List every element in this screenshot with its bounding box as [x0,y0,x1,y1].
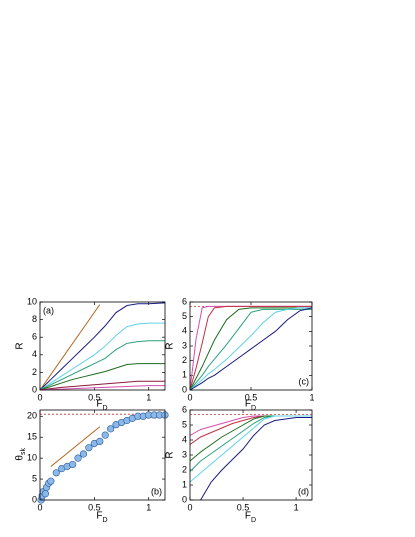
x-tick-label: 0 [187,502,192,512]
point [107,425,115,433]
y-tick-label: 2 [182,464,187,474]
curve [189,307,313,391]
panel-label: (b) [151,486,162,496]
x-tick-label: 0.5 [88,392,101,402]
y-axis-label: R [165,342,176,349]
plot-frame [189,409,313,501]
y-tick-label: 6 [182,296,187,306]
y-tick-label: 2 [182,355,187,365]
y-tick-label: 0 [32,384,37,394]
y-axis-label-group: R [15,342,26,349]
panel-label: (d) [298,486,309,496]
curve [39,322,165,391]
x-tick-label: 1 [146,392,151,402]
y-axis-label-sub: sk [20,448,27,456]
curve [200,417,312,501]
x-tick-label: 0 [187,392,192,402]
curve [189,307,312,391]
curve [39,302,166,391]
point [74,454,82,462]
x-tick-label: 1 [294,502,299,512]
y-axis-label-group: θsk [15,448,27,461]
y-axis-label: R [165,451,176,458]
curve [189,415,312,483]
point [96,437,104,445]
point [69,460,77,469]
x-tick-label: 0 [37,392,42,402]
y-tick-label: 0 [182,494,187,504]
y-tick-label: 4 [182,326,187,336]
y-tick-label: 6 [182,404,187,414]
y-tick-label: 5 [182,419,187,429]
x-tick-label: 1 [146,502,151,512]
x-axis-label: F [245,511,251,522]
y-tick-label: 3 [182,449,187,459]
y-tick-label: 15 [27,432,37,442]
y-tick-label: 1 [182,479,187,489]
curve [39,304,101,391]
curve [189,415,312,472]
y-tick-label: 4 [182,434,187,444]
point [52,469,60,477]
point [101,431,109,439]
x-tick-label: 1 [309,392,314,402]
point [47,477,55,485]
x-axis-label: F [245,399,251,410]
panel: 0 0.5 1 0 1 2 3 4 5 6 (c) F D R [165,296,315,411]
x-tick-label: 0.5 [245,392,258,402]
curve [39,363,165,391]
point [41,490,50,498]
plot-frame [39,409,166,501]
x-tick-label: 0.5 [237,502,250,512]
curve [39,340,165,391]
x-axis-label: F [96,399,102,410]
x-axis-label: F [96,511,102,522]
y-axis-label: θ [15,455,26,461]
y-tick-label: 5 [182,311,187,321]
panel-label: (c) [299,376,310,386]
curve [39,380,165,391]
y-tick-label: 6 [32,332,37,342]
y-tick-label: 0 [32,494,37,504]
y-tick-label: 10 [27,296,37,306]
plot-frame [189,301,313,391]
y-tick-label: 3 [182,340,187,350]
x-axis-label-sub: D [103,517,108,524]
curve [189,305,312,391]
x-axis-label-sub: D [103,405,108,412]
y-tick-label: 5 [32,473,37,483]
x-axis-label-sub: D [251,517,256,524]
y-axis-label: R [15,342,26,349]
x-tick-label: 0 [37,502,42,512]
plot-frame [39,301,166,391]
y-tick-label: 10 [27,453,37,463]
curve [39,385,165,391]
y-tick-label: 0 [182,384,187,394]
y-tick-label: 4 [32,349,37,359]
point [79,450,88,458]
panel-label: (a) [43,305,54,315]
curve [189,305,312,391]
y-tick-label: 1 [182,370,187,380]
y-axis-label-group: R [165,451,176,458]
y-axis-label-group: R [165,342,176,349]
curve [189,307,312,391]
point [85,444,93,452]
y-tick-label: 2 [32,367,37,377]
y-tick-label: 8 [32,314,37,324]
x-axis-label-sub: D [251,405,256,412]
y-tick-label: 20 [27,411,37,421]
fit-line [50,426,101,467]
x-tick-label: 0.5 [88,502,101,512]
